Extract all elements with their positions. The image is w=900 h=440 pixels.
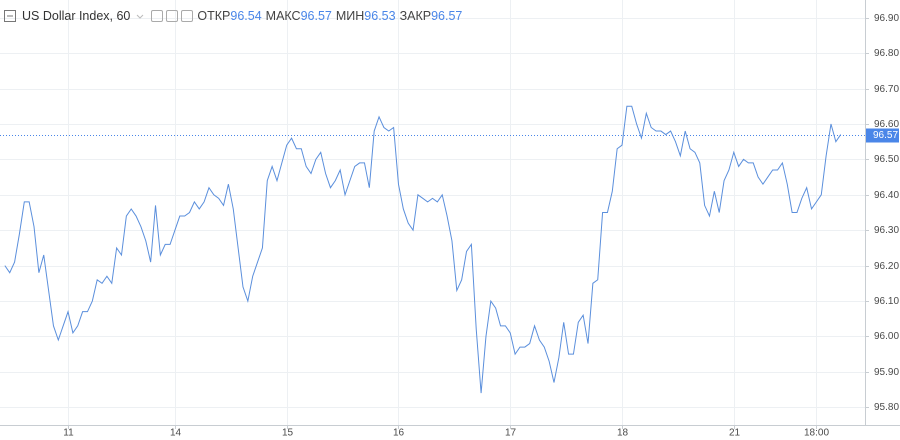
- y-tick-label: 96.90: [874, 13, 899, 24]
- icon-button[interactable]: [181, 10, 194, 22]
- x-tick-label: 21: [729, 428, 741, 439]
- dropdown-chevron[interactable]: [135, 11, 145, 21]
- ohlc-label: ОТКР: [197, 9, 231, 23]
- x-tick-label: 15: [282, 428, 294, 439]
- symbol-icon[interactable]: [4, 10, 16, 22]
- axis-labels: 95.80 95.90 96.00 96.10 96.20 96.30 96.40 96.50…: [63, 13, 899, 439]
- x-tick-label: 11: [63, 428, 74, 439]
- y-tick-label: 96.00: [874, 331, 899, 342]
- x-tick-label: 17: [505, 428, 517, 439]
- grid: [0, 0, 865, 425]
- y-tick-label: 96.70: [874, 84, 899, 95]
- ohlc-value: 96.53: [364, 9, 396, 23]
- y-tick-label: 96.50: [874, 154, 899, 165]
- ohlc-label: ЗАКР: [399, 9, 432, 23]
- plot: [0, 105, 865, 394]
- y-tick-label: 96.80: [874, 48, 899, 59]
- legend-header: US Dollar Index, 60 ОТКР 96.54 МАКС 96.57 МИ…: [4, 9, 462, 23]
- x-tick-label: 18:00: [804, 428, 829, 439]
- y-tick-label: 96.60: [874, 119, 899, 130]
- y-tick-label: 96.40: [874, 190, 899, 201]
- ohlc-label: МИН: [335, 9, 365, 23]
- ohlc-value: 96.57: [431, 9, 463, 23]
- icon-button[interactable]: [166, 10, 179, 22]
- ohlc-label: МАКС: [265, 9, 301, 23]
- x-tick-label: 16: [393, 428, 405, 439]
- symbol-title[interactable]: US Dollar Index, 60: [22, 9, 131, 23]
- last-price-label: 96.57: [873, 130, 898, 141]
- ohlc-values: ОТКР 96.54 МАКС 96.57 МИН 96.53 ЗАКР 96.57: [193, 9, 462, 23]
- y-tick-label: 96.20: [874, 261, 899, 272]
- price-line: [4, 105, 842, 394]
- ohlc-value: 96.54: [230, 9, 262, 23]
- y-tick-label: 95.90: [874, 367, 899, 378]
- x-tick-label: 18: [617, 428, 629, 439]
- y-tick-label: 96.10: [874, 296, 899, 307]
- icon-button[interactable]: [151, 10, 164, 22]
- y-tick-label: 96.30: [874, 225, 899, 236]
- y-tick-label: 95.80: [874, 402, 899, 413]
- ohlc-value: 96.57: [300, 9, 332, 23]
- x-tick-label: 14: [170, 428, 182, 439]
- last-price-box: [866, 128, 899, 143]
